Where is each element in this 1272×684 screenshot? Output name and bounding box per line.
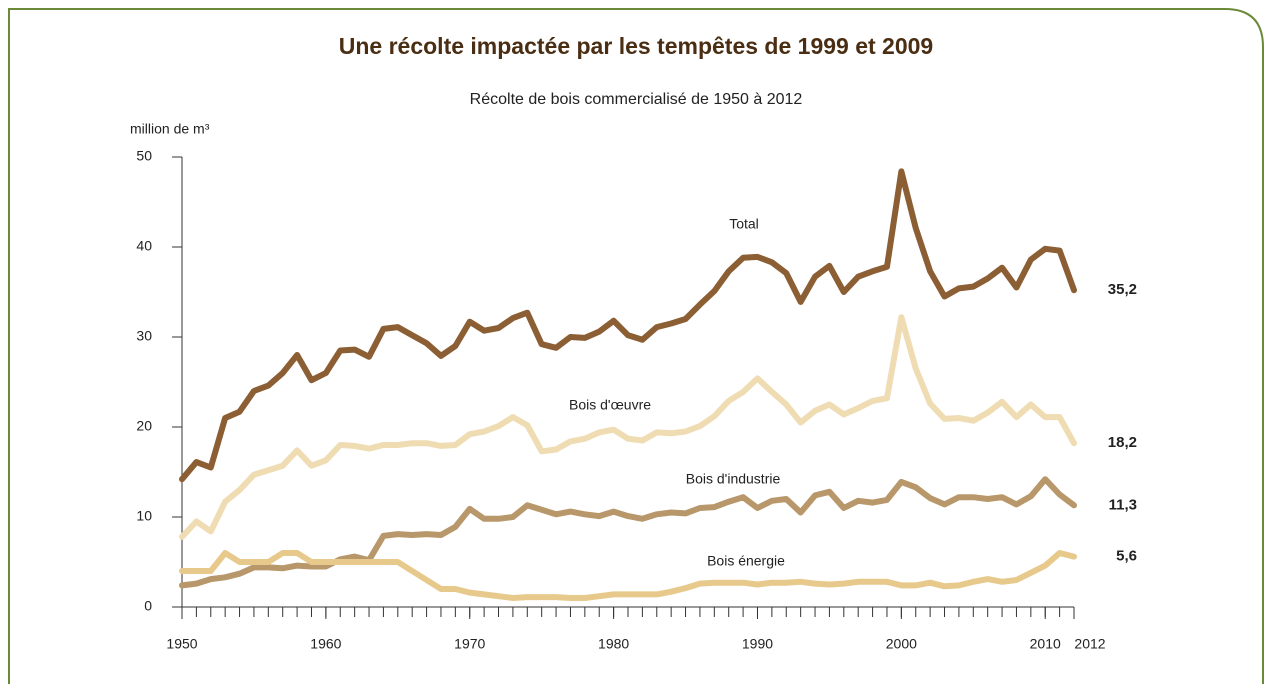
frame xyxy=(8,8,1264,684)
series-line xyxy=(179,314,1077,540)
end-label: 18,2 xyxy=(1108,434,1137,451)
series-line xyxy=(179,168,1077,483)
x-tick-label: 1980 xyxy=(598,636,629,652)
x-tick-label: 1960 xyxy=(310,636,341,652)
series-line xyxy=(179,550,1077,601)
y-tick-label: 40 xyxy=(136,238,152,254)
chart-subtitle: Récolte de bois commercialisé de 1950 à … xyxy=(470,91,803,108)
end-label: 35,2 xyxy=(1108,281,1137,298)
y-tick-label: 50 xyxy=(136,148,152,164)
y-tick-label: 30 xyxy=(136,328,152,344)
series-label: Bois d'industrie xyxy=(686,471,781,487)
series-label: Total xyxy=(729,216,759,232)
chart-title: Une récolte impactée par les tempêtes de… xyxy=(339,33,933,59)
y-axis-label: million de m³ xyxy=(130,121,210,137)
x-tick-label: 1970 xyxy=(454,636,485,652)
x-tick-label: 2000 xyxy=(886,636,917,652)
x-tick-label: 2012 xyxy=(1074,636,1105,652)
y-tick-label: 10 xyxy=(136,508,152,524)
series-label: Bois énergie xyxy=(707,553,785,569)
x-tick-label: 1950 xyxy=(166,636,197,652)
series-label: Bois d'œuvre xyxy=(569,397,651,413)
x-tick-label: 1990 xyxy=(742,636,773,652)
series-line xyxy=(179,476,1077,589)
end-label: 5,6 xyxy=(1116,548,1137,565)
end-label: 11,3 xyxy=(1109,496,1137,513)
y-tick-label: 20 xyxy=(136,418,152,434)
x-tick-label: 2010 xyxy=(1030,636,1061,652)
y-tick-label: 0 xyxy=(144,598,152,614)
